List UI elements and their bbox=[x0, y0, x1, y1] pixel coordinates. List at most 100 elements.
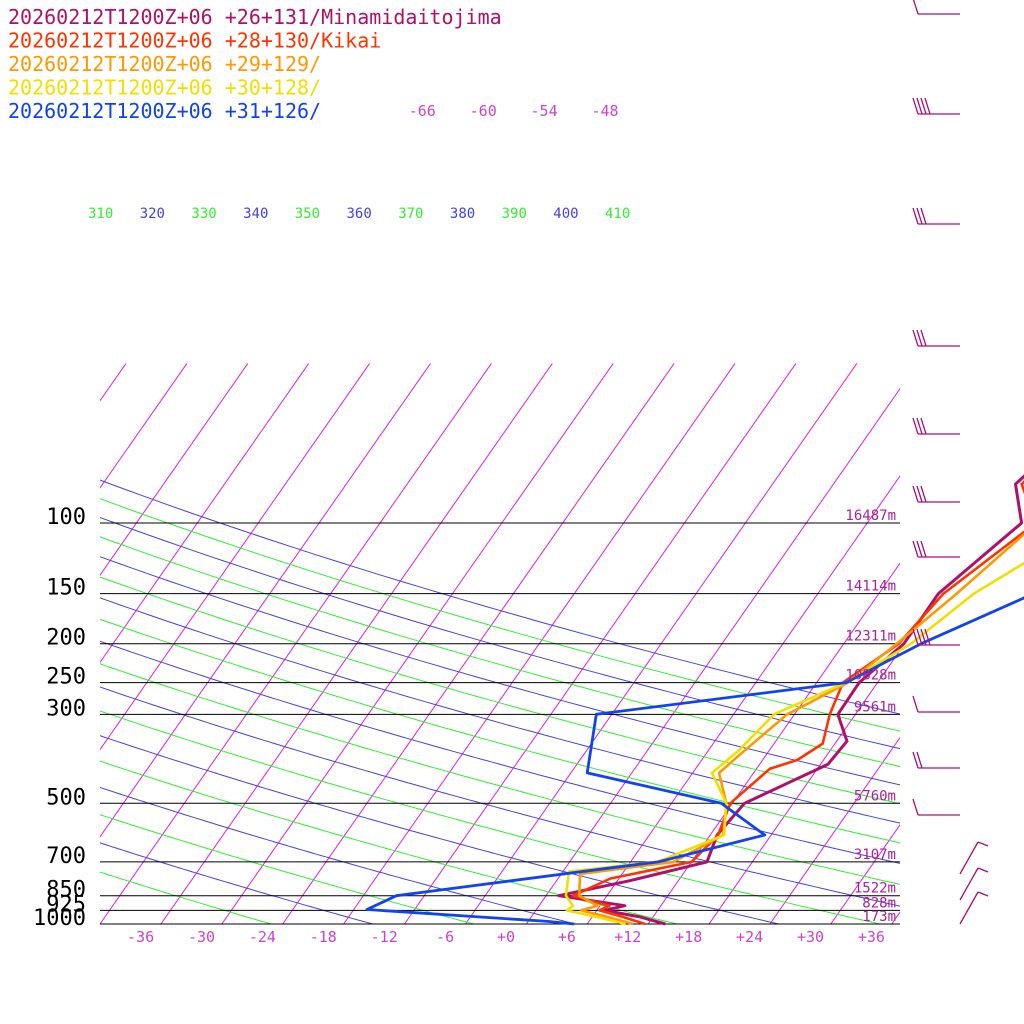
height-label: 5760m bbox=[854, 788, 896, 804]
x-tick-label: -24 bbox=[249, 928, 276, 946]
wind-barb bbox=[912, 329, 960, 347]
wind-barb bbox=[912, 628, 960, 646]
isobar-lines bbox=[100, 522, 900, 925]
upper-isotherm-label: -48 bbox=[591, 102, 618, 120]
legend-entry: 20260212T1200Z+06 +31+126/ bbox=[8, 99, 321, 123]
x-tick-label: +30 bbox=[797, 928, 824, 946]
x-tick-label: +24 bbox=[736, 928, 763, 946]
series-line-4 bbox=[365, 596, 1024, 926]
height-label: 828m bbox=[862, 895, 896, 911]
dry-adiabat-line bbox=[100, 479, 900, 715]
wind-barb bbox=[959, 841, 989, 875]
isotherm-line bbox=[769, 736, 900, 924]
dry-adiabat-line bbox=[100, 735, 781, 924]
x-tick-label: -30 bbox=[188, 928, 215, 946]
wind-barb bbox=[959, 891, 989, 925]
dry-adiabat-line bbox=[100, 842, 375, 924]
isotherm-line bbox=[100, 363, 249, 577]
height-label: 16487m bbox=[845, 508, 896, 524]
theta-label: 330 bbox=[191, 206, 216, 222]
pressure-label: 150 bbox=[46, 576, 86, 601]
height-label: 3107m bbox=[854, 847, 896, 863]
height-label: 1522m bbox=[854, 881, 896, 897]
potential-temperature-grid bbox=[100, 479, 900, 924]
pressure-label: 925 bbox=[46, 892, 86, 917]
theta-label: 360 bbox=[347, 206, 372, 222]
pressure-label: 200 bbox=[46, 626, 86, 651]
isotherm-line bbox=[830, 824, 900, 924]
dry-adiabat-line bbox=[100, 710, 883, 924]
wind-barb bbox=[912, 0, 960, 15]
isotherm-line bbox=[708, 649, 900, 924]
dry-adiabat-line bbox=[100, 663, 900, 885]
wind-barbs bbox=[912, 0, 989, 925]
x-tick-label: -12 bbox=[371, 928, 398, 946]
theta-label: 320 bbox=[140, 206, 165, 222]
x-tick-label: -18 bbox=[310, 928, 337, 946]
series-line-1 bbox=[571, 480, 1024, 926]
legend-entry: 20260212T1200Z+06 +28+130/Kikai bbox=[8, 29, 381, 53]
wind-barb bbox=[912, 207, 960, 225]
isotherm-line bbox=[100, 363, 188, 489]
dry-adiabat-line bbox=[100, 814, 476, 924]
dry-adiabat-line bbox=[100, 516, 900, 750]
legend-entry: 20260212T1200Z+06 +26+131/Minamidaitojim… bbox=[8, 5, 502, 29]
isotherm-line bbox=[953, 363, 1024, 924]
x-tick-label: +36 bbox=[858, 928, 885, 946]
dry-adiabat-line bbox=[100, 686, 900, 907]
series-line-0 bbox=[557, 474, 1024, 926]
height-label: 12311m bbox=[845, 629, 896, 645]
legend-entry: 20260212T1200Z+06 +30+128/ bbox=[8, 76, 321, 100]
isotherm-line bbox=[1014, 363, 1024, 924]
axis-labels: 100 16487m 150 14114m 200 12311m 250 10828m 300 9… bbox=[33, 102, 896, 946]
legend: 20260212T1200Z+06 +26+131/Minamidaitojim… bbox=[8, 5, 502, 123]
theta-label: 350 bbox=[295, 206, 320, 222]
legend-entry: 20260212T1200Z+06 +29+129/ bbox=[8, 52, 321, 76]
dry-adiabat-line bbox=[100, 576, 900, 805]
series-line-2 bbox=[577, 532, 1024, 926]
x-tick-label: +6 bbox=[558, 928, 576, 946]
dry-adiabat-line bbox=[100, 640, 900, 864]
theta-label: 340 bbox=[243, 206, 268, 222]
dry-adiabat-line bbox=[100, 618, 900, 844]
pressure-label: 850 bbox=[46, 878, 86, 903]
height-label: 10828m bbox=[845, 668, 896, 684]
pressure-label: 250 bbox=[46, 665, 86, 690]
dry-adiabat-line bbox=[100, 498, 900, 732]
upper-isotherm-label: -60 bbox=[470, 102, 497, 120]
x-tick-label: +18 bbox=[675, 928, 702, 946]
wind-barb bbox=[912, 540, 960, 558]
series-line-3 bbox=[564, 561, 1024, 926]
x-tick-label: +12 bbox=[614, 928, 641, 946]
pressure-label: 100 bbox=[46, 505, 86, 530]
dry-adiabat-line bbox=[100, 871, 273, 924]
dry-adiabat-line bbox=[100, 786, 578, 924]
wind-barb bbox=[912, 417, 960, 435]
theta-label: 380 bbox=[450, 206, 475, 222]
theta-label: 410 bbox=[605, 206, 630, 222]
x-tick-label: -6 bbox=[436, 928, 454, 946]
pressure-label: 300 bbox=[46, 696, 86, 721]
wind-barb bbox=[912, 485, 960, 503]
dry-adiabat-line bbox=[100, 760, 680, 924]
pressure-label: 500 bbox=[46, 785, 86, 810]
wind-barb bbox=[912, 751, 960, 769]
upper-isotherm-label: -54 bbox=[531, 102, 558, 120]
height-label: 9561m bbox=[854, 699, 896, 715]
wind-barb bbox=[912, 798, 960, 816]
wind-barb bbox=[912, 695, 960, 713]
pressure-label: 700 bbox=[46, 844, 86, 869]
dry-adiabat-line bbox=[100, 556, 900, 786]
dry-adiabat-line bbox=[100, 536, 900, 768]
x-tick-label: +0 bbox=[497, 928, 515, 946]
x-tick-label: -36 bbox=[127, 928, 154, 946]
theta-label: 310 bbox=[88, 206, 113, 222]
wind-barb bbox=[959, 867, 989, 901]
theta-label: 390 bbox=[502, 206, 527, 222]
pressure-label: 1000 bbox=[33, 906, 86, 931]
height-label: 14114m bbox=[845, 579, 896, 595]
wind-barb bbox=[912, 97, 960, 115]
theta-label: 370 bbox=[398, 206, 423, 222]
dry-adiabat-line bbox=[100, 597, 900, 824]
